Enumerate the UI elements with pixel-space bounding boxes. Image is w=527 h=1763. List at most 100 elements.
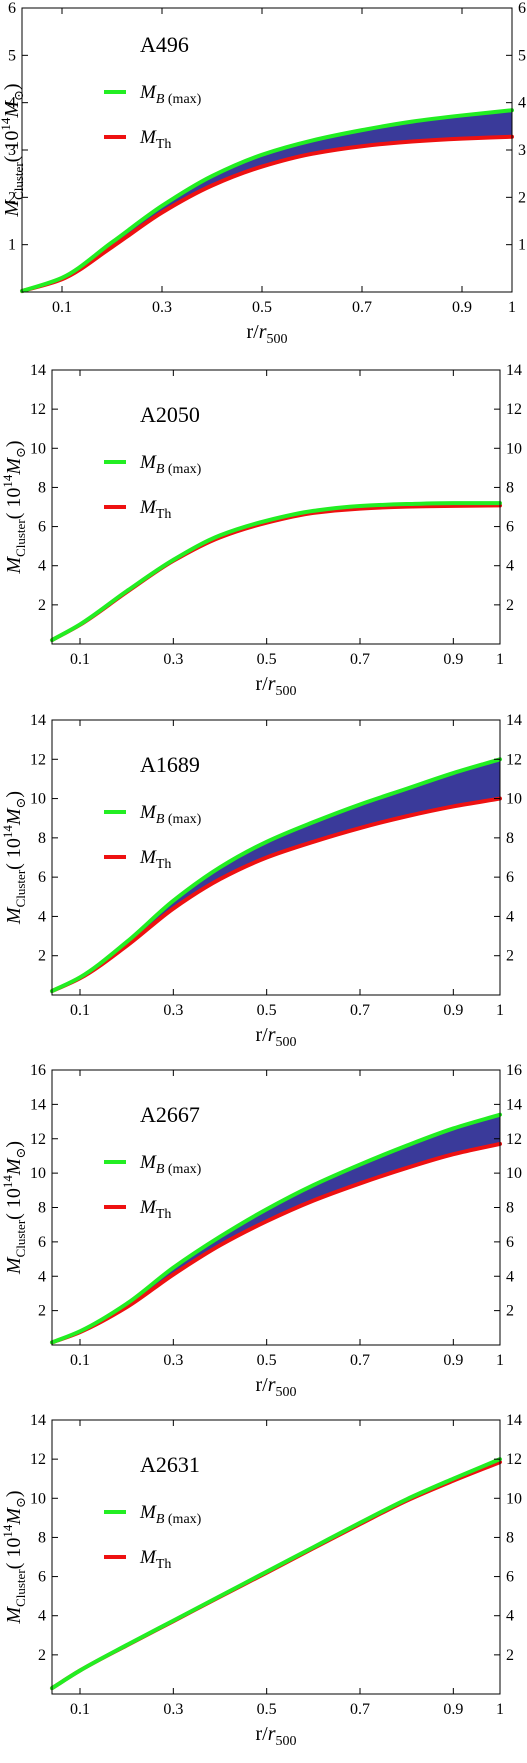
y-tick-label-left: 5 <box>8 47 16 64</box>
y-tick-label-right: 6 <box>506 1234 514 1251</box>
y-tick-label-right: 2 <box>518 189 526 206</box>
x-tick-label: 0.7 <box>350 1002 370 1019</box>
y-tick-label-left: 2 <box>38 1647 46 1664</box>
y-tick-label-left: 14 <box>30 362 46 379</box>
x-tick-label: 1 <box>496 1002 504 1019</box>
series-line-mth <box>20 134 514 294</box>
y-tick-label-right: 14 <box>506 1412 522 1429</box>
x-tick-label: 0.1 <box>70 1352 90 1369</box>
x-tick-label: 0.3 <box>163 1352 183 1369</box>
x-tick-label: 0.7 <box>352 299 372 316</box>
y-tick-label-right: 14 <box>506 1096 522 1113</box>
y-tick-label-left: 8 <box>38 1200 46 1217</box>
x-tick-label: 0.7 <box>350 651 370 668</box>
y-axis-label: MCluster( 1014M⊙) <box>0 1490 28 1624</box>
y-tick-label-right: 14 <box>506 712 522 729</box>
x-tick-label: 0.3 <box>152 299 172 316</box>
legend-label-mth: MTh <box>139 847 171 872</box>
x-axis-label: r/r500 <box>246 321 287 347</box>
series-line-mbmax <box>20 108 514 294</box>
y-tick-label-right: 10 <box>506 1490 522 1507</box>
y-tick-label-right: 14 <box>506 362 522 379</box>
band-area <box>22 110 512 292</box>
y-axis-label: MCluster( 1014M⊙) <box>0 1141 28 1275</box>
x-tick-label: 0.5 <box>257 651 277 668</box>
y-tick-label-left: 4 <box>38 1608 46 1625</box>
y-tick-label-right: 2 <box>506 1647 514 1664</box>
series-line-mbmax <box>50 1457 502 1691</box>
y-tick-label-left: 8 <box>38 830 46 847</box>
x-tick-label: 0.7 <box>350 1701 370 1718</box>
y-tick-label-right: 16 <box>506 1062 522 1079</box>
x-tick-label: 1 <box>496 1701 504 1718</box>
y-tick-label-right: 2 <box>506 1303 514 1320</box>
x-axis-label: r/r500 <box>255 1374 296 1400</box>
x-tick-label: 0.1 <box>70 1002 90 1019</box>
y-tick-label-right: 10 <box>506 1165 522 1182</box>
y-tick-label-left: 10 <box>30 1490 46 1507</box>
x-axis-label: r/r500 <box>255 673 296 699</box>
legend-label-mth: MTh <box>139 1547 171 1572</box>
y-tick-label-right: 5 <box>518 47 526 64</box>
x-tick-label: 0.9 <box>443 1002 463 1019</box>
y-tick-label-left: 12 <box>30 1131 46 1148</box>
x-tick-label: 1 <box>496 651 504 668</box>
y-tick-label-left: 6 <box>38 869 46 886</box>
legend-label-mth: MTh <box>139 1197 171 1222</box>
y-tick-label-right: 12 <box>506 1451 522 1468</box>
y-tick-label-right: 4 <box>506 1608 514 1625</box>
x-tick-label: 0.1 <box>70 651 90 668</box>
y-tick-label-left: 8 <box>38 1529 46 1546</box>
y-tick-label-left: 16 <box>30 1062 46 1079</box>
x-tick-label: 0.9 <box>443 1352 463 1369</box>
y-tick-label-right: 8 <box>506 1529 514 1546</box>
x-tick-label: 0.7 <box>350 1352 370 1369</box>
plot-frame <box>51 369 501 645</box>
band-area <box>52 759 500 992</box>
x-tick-label: 0.3 <box>163 1701 183 1718</box>
y-tick-label-left: 2 <box>38 1303 46 1320</box>
y-tick-label-right: 6 <box>506 1569 514 1586</box>
y-tick-label-right: 12 <box>506 401 522 418</box>
y-tick-label-left: 1 <box>8 237 16 254</box>
y-tick-label-right: 4 <box>518 95 526 112</box>
band-area <box>52 1114 500 1343</box>
legend-label-mbmax: MB (max) <box>139 802 202 827</box>
panel-title: A1689 <box>140 752 200 777</box>
x-tick-label: 0.9 <box>443 1701 463 1718</box>
band-area <box>52 1459 500 1689</box>
y-tick-label-right: 6 <box>506 519 514 536</box>
y-tick-label-right: 1 <box>518 237 526 254</box>
y-tick-label-left: 6 <box>8 0 16 17</box>
y-tick-label-left: 2 <box>8 189 16 206</box>
panel-title: A2050 <box>140 402 200 427</box>
y-tick-label-left: 4 <box>38 1268 46 1285</box>
x-tick-label: 0.3 <box>163 1002 183 1019</box>
y-tick-label-right: 6 <box>518 0 526 17</box>
legend-label-mbmax: MB (max) <box>139 1152 202 1177</box>
legend-label-mbmax: MB (max) <box>139 452 202 477</box>
legend-label-mbmax: MB (max) <box>139 82 202 107</box>
panel-title: A2667 <box>140 1102 200 1127</box>
series-line-mbmax <box>50 1112 502 1345</box>
y-tick-label-left: 8 <box>38 479 46 496</box>
plot-frame <box>51 1419 501 1695</box>
y-tick-label-left: 12 <box>30 751 46 768</box>
y-tick-label-left: 14 <box>30 1096 46 1113</box>
y-tick-label-right: 4 <box>506 908 514 925</box>
chart-panel-a496: 0.1 0.3 0.5 0.7 0.9 1 1 1 2 2 3 3 4 4 5 5 6 6 r/r500 MClust… <box>0 0 526 347</box>
y-tick-label-left: 12 <box>30 401 46 418</box>
y-tick-label-right: 8 <box>506 1200 514 1217</box>
plot-frame <box>21 7 513 293</box>
plot-frame <box>51 719 501 996</box>
y-tick-label-right: 8 <box>506 830 514 847</box>
x-axis-label: r/r500 <box>255 1723 296 1749</box>
y-tick-label-right: 12 <box>506 1131 522 1148</box>
y-axis-label: MCluster( 1014M⊙) <box>0 440 28 574</box>
band-area <box>52 503 500 641</box>
